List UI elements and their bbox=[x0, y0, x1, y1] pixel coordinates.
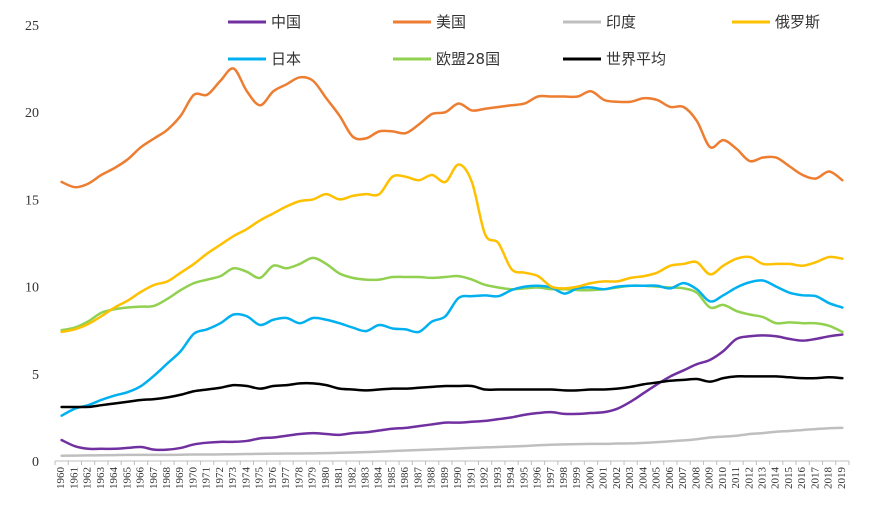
x-tick-label: 2003 bbox=[624, 467, 636, 490]
x-tick-label: 2010 bbox=[717, 467, 729, 490]
x-tick-label: 1995 bbox=[518, 467, 530, 490]
y-tick-label: 0 bbox=[32, 455, 39, 470]
x-tick-label: 1989 bbox=[439, 467, 451, 490]
legend-item: 俄罗斯 bbox=[732, 13, 820, 31]
x-tick-label: 1976 bbox=[267, 467, 279, 490]
legend-item: 欧盟28国 bbox=[393, 50, 500, 68]
x-tick-label: 2000 bbox=[584, 467, 596, 490]
x-tick-label: 2012 bbox=[743, 467, 755, 489]
y-tick-label: 20 bbox=[25, 106, 39, 121]
legend-label: 世界平均 bbox=[606, 50, 666, 68]
x-tick-label: 2013 bbox=[757, 467, 769, 490]
x-tick-label: 1986 bbox=[399, 467, 411, 490]
x-tick-label: 2007 bbox=[677, 467, 689, 490]
x-tick-label: 1985 bbox=[386, 467, 398, 490]
x-tick-label: 2016 bbox=[796, 467, 808, 490]
legend-label: 印度 bbox=[606, 13, 636, 31]
series-line-4 bbox=[60, 279, 844, 417]
x-tick-label: 1984 bbox=[373, 467, 385, 490]
x-tick-label: 1965 bbox=[121, 467, 133, 490]
x-tick-label: 2008 bbox=[690, 467, 702, 490]
x-tick-label: 1980 bbox=[320, 467, 332, 490]
x-tick-label: 1960 bbox=[55, 467, 67, 490]
x-tick-label: 1988 bbox=[426, 467, 438, 490]
x-tick-label: 2002 bbox=[611, 467, 623, 489]
series-layer bbox=[60, 67, 844, 458]
x-tick-label: 1967 bbox=[148, 467, 160, 490]
x-tick-label: 1968 bbox=[161, 467, 173, 490]
legend-label: 欧盟28国 bbox=[436, 50, 500, 68]
x-tick-label: 1966 bbox=[135, 467, 147, 490]
legend-label: 俄罗斯 bbox=[775, 13, 820, 31]
x-tick-label: 2004 bbox=[637, 467, 649, 490]
series-line-5 bbox=[60, 256, 844, 334]
legend-label: 中国 bbox=[271, 13, 301, 31]
x-tick-label: 1972 bbox=[214, 467, 226, 489]
x-tick-label: 2005 bbox=[651, 467, 663, 490]
y-tick-label: 15 bbox=[25, 193, 39, 208]
x-tick-label: 1997 bbox=[545, 467, 557, 490]
x-tick-label: 1990 bbox=[452, 467, 464, 490]
x-tick-label: 1996 bbox=[532, 467, 544, 490]
x-tick-label: 2019 bbox=[836, 467, 848, 490]
x-tick-label: 1964 bbox=[108, 467, 120, 490]
legend-item: 美国 bbox=[393, 13, 466, 31]
x-tick-label: 2015 bbox=[783, 467, 795, 490]
legend-label: 日本 bbox=[271, 50, 301, 68]
x-tick-label: 2006 bbox=[664, 467, 676, 490]
legend-label: 美国 bbox=[436, 13, 466, 31]
x-tick-label: 2014 bbox=[770, 467, 782, 490]
x-tick-label: 1962 bbox=[82, 467, 94, 489]
x-tick-label: 1969 bbox=[174, 467, 186, 490]
x-tick-label: 1992 bbox=[479, 467, 491, 489]
x-tick-label: 1999 bbox=[571, 467, 583, 490]
x-tick-label: 1982 bbox=[346, 467, 358, 489]
y-tick-label: 5 bbox=[32, 368, 39, 383]
x-tick-label: 1991 bbox=[465, 467, 477, 489]
x-tick-label: 1983 bbox=[360, 467, 372, 490]
legend-item: 世界平均 bbox=[563, 50, 666, 68]
x-tick-label: 1994 bbox=[505, 467, 517, 490]
x-tick-label: 2017 bbox=[809, 467, 821, 490]
x-tick-label: 1977 bbox=[280, 467, 292, 490]
x-tick-label: 1970 bbox=[187, 467, 199, 490]
x-tick-label: 2001 bbox=[598, 467, 610, 489]
x-tick-label: 1987 bbox=[412, 467, 424, 490]
series-line-1 bbox=[60, 67, 844, 189]
y-tick-label: 25 bbox=[25, 19, 39, 34]
x-tick-label: 1998 bbox=[558, 467, 570, 490]
x-tick-label: 1978 bbox=[293, 467, 305, 490]
x-tick-label: 1961 bbox=[68, 467, 80, 489]
x-tick-label: 1974 bbox=[240, 467, 252, 490]
x-tick-label: 1981 bbox=[333, 467, 345, 489]
x-axis: 1960 1961 1962 1963 1964 1965 1966 1967 1968 1969… bbox=[54, 460, 850, 490]
x-tick-label: 2018 bbox=[823, 467, 835, 490]
x-tick-label: 2009 bbox=[704, 467, 716, 490]
x-tick-label: 1993 bbox=[492, 466, 504, 489]
y-axis: 0 5 10 15 20 25 bbox=[25, 19, 39, 470]
legend-item: 日本 bbox=[228, 50, 301, 68]
series-line-2 bbox=[60, 426, 844, 458]
x-tick-label: 2011 bbox=[730, 467, 742, 489]
x-tick-label: 1979 bbox=[307, 467, 319, 490]
series-line-3 bbox=[60, 163, 844, 334]
x-tick-label: 1971 bbox=[201, 467, 213, 489]
x-tick-label: 1975 bbox=[254, 467, 266, 490]
y-tick-label: 10 bbox=[25, 281, 39, 296]
legend-item: 印度 bbox=[563, 13, 636, 31]
series-line-6 bbox=[60, 375, 844, 409]
x-tick-label: 1963 bbox=[95, 467, 107, 490]
legend-item: 中国 bbox=[228, 13, 301, 31]
series-line-0 bbox=[60, 333, 844, 452]
x-tick-label: 1973 bbox=[227, 467, 239, 490]
